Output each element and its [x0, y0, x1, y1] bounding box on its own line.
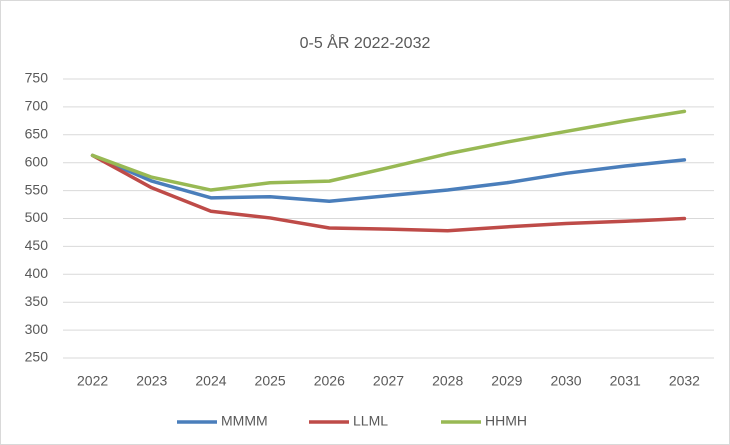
- x-tick-label: 2031: [610, 373, 641, 389]
- chart-title: 0-5 ÅR 2022-2032: [300, 33, 431, 52]
- x-tick-label: 2027: [373, 373, 404, 389]
- series-line: [90, 153, 687, 203]
- x-tick-label: 2024: [195, 373, 226, 389]
- legend-label: MMMM: [221, 413, 268, 429]
- x-tick-label: 2026: [314, 373, 345, 389]
- series-line: [90, 109, 687, 192]
- y-tick-label: 700: [25, 98, 49, 114]
- y-tick-label: 450: [25, 237, 49, 253]
- series-line: [90, 153, 687, 233]
- x-tick-label: 2023: [136, 373, 167, 389]
- y-tick-label: 750: [25, 70, 49, 86]
- x-tick-label: 2025: [255, 373, 286, 389]
- y-tick-label: 600: [25, 153, 49, 169]
- y-tick-label: 350: [25, 293, 49, 309]
- y-tick-label: 250: [25, 349, 49, 365]
- x-tick-label: 2028: [432, 373, 463, 389]
- x-tick-label: 2032: [669, 373, 700, 389]
- x-tick-label: 2029: [491, 373, 522, 389]
- y-tick-label: 400: [25, 265, 49, 281]
- x-tick-label: 2022: [77, 373, 108, 389]
- legend-label: HHMH: [485, 413, 527, 429]
- y-tick-label: 500: [25, 209, 49, 225]
- legend-label: LLML: [353, 413, 388, 429]
- y-tick-label: 550: [25, 181, 49, 197]
- y-tick-label: 300: [25, 321, 49, 337]
- x-tick-label: 2030: [550, 373, 581, 389]
- y-tick-label: 650: [25, 126, 49, 142]
